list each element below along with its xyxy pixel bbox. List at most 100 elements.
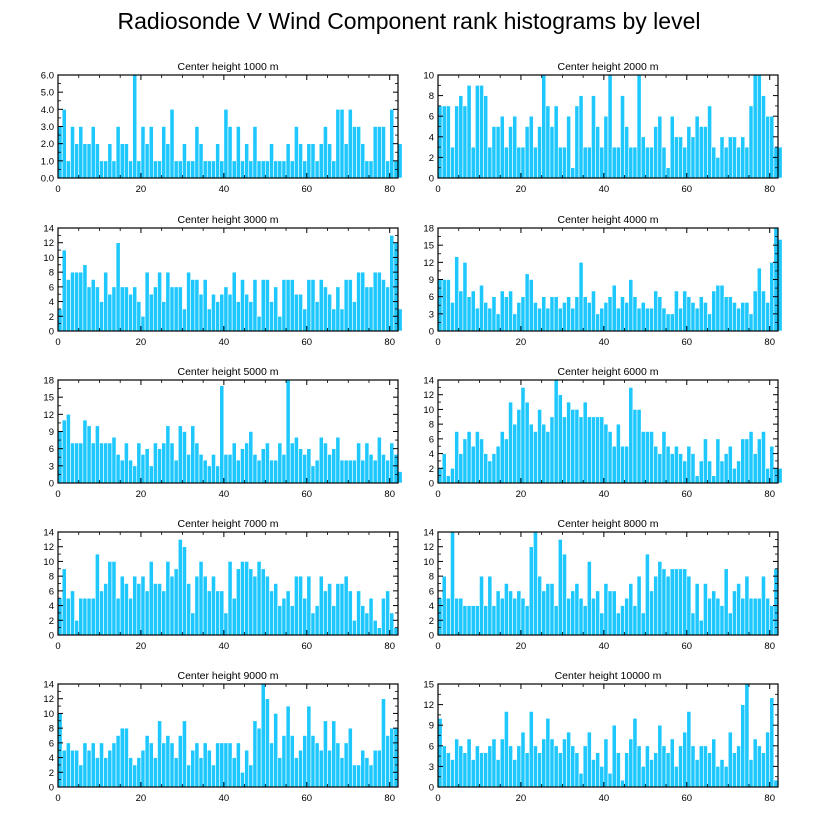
- bar: [169, 742, 175, 788]
- bar: [462, 438, 468, 484]
- bar: [327, 293, 332, 332]
- panel-title: Center height 1000 m: [178, 61, 279, 73]
- panel-10: Center height 10000 m 0 3 6 9 12 15 0 20 40 60 80: [423, 670, 779, 804]
- bar: [107, 749, 113, 788]
- bar: [372, 459, 378, 484]
- bar: [339, 583, 345, 636]
- bar: [364, 612, 370, 636]
- bar: [227, 293, 233, 332]
- bar: [653, 752, 659, 788]
- bar: [698, 745, 704, 788]
- bar: [356, 590, 361, 636]
- bar: [516, 590, 522, 636]
- x-tick-label: 40: [219, 793, 230, 804]
- bar: [533, 431, 538, 484]
- y-tick-label: 9: [429, 721, 434, 732]
- bar: [211, 764, 216, 788]
- bar: [607, 431, 613, 484]
- bar: [466, 296, 472, 332]
- bar: [397, 308, 403, 332]
- bar: [495, 445, 501, 484]
- bar: [636, 74, 642, 179]
- bar: [475, 85, 480, 179]
- bar: [115, 454, 121, 484]
- y-tick-label: 14: [43, 224, 54, 235]
- bar: [458, 745, 464, 788]
- x-tick-label: 0: [55, 793, 60, 804]
- bar: [327, 583, 332, 636]
- bar: [450, 467, 455, 484]
- bar: [736, 745, 741, 788]
- bar: [682, 460, 688, 484]
- bar: [343, 742, 349, 788]
- bar: [570, 745, 576, 788]
- bar: [711, 590, 717, 636]
- x-tick-label: 20: [516, 489, 527, 500]
- y-tick-label: 8: [429, 420, 434, 431]
- bar: [294, 757, 299, 788]
- bar: [520, 146, 526, 179]
- bar: [265, 575, 270, 636]
- bar: [491, 605, 497, 636]
- bar: [327, 143, 332, 179]
- bar: [347, 109, 353, 179]
- bar: [294, 436, 299, 484]
- bar: [240, 561, 245, 636]
- bar: [256, 561, 262, 636]
- bar: [372, 749, 378, 788]
- bar: [620, 605, 625, 636]
- bar: [294, 293, 299, 332]
- bar: [153, 442, 158, 484]
- bar: [727, 612, 733, 636]
- bar: [381, 126, 386, 179]
- bar: [586, 416, 592, 484]
- bar: [707, 105, 712, 179]
- bar: [124, 583, 129, 636]
- bar: [665, 167, 671, 179]
- x-tick-label: 0: [55, 184, 60, 195]
- bar: [385, 160, 391, 179]
- x-tick-label: 80: [384, 641, 395, 652]
- bar: [686, 711, 692, 788]
- x-tick-label: 40: [219, 337, 230, 348]
- x-tick-label: 40: [219, 489, 230, 500]
- bar: [235, 126, 241, 179]
- bar: [711, 475, 717, 484]
- bar: [512, 759, 518, 788]
- bar: [65, 160, 71, 179]
- x-tick-label: 0: [435, 641, 440, 652]
- bar: [499, 115, 505, 179]
- bar: [445, 279, 451, 332]
- bar: [711, 290, 717, 332]
- bar: [103, 442, 109, 484]
- bar: [343, 575, 349, 636]
- y-tick-label: 0: [429, 631, 434, 642]
- bar: [331, 605, 337, 636]
- bar: [302, 454, 308, 484]
- y-tick-label: 14: [43, 528, 54, 539]
- bar: [686, 126, 692, 179]
- bar: [566, 401, 571, 484]
- bar: [161, 301, 167, 332]
- bar: [628, 279, 634, 332]
- bar: [711, 146, 717, 179]
- bar: [248, 764, 254, 788]
- bar: [78, 442, 84, 484]
- bar: [298, 749, 303, 788]
- bar: [640, 431, 646, 484]
- bar: [364, 160, 370, 179]
- bar: [528, 279, 534, 332]
- bar: [347, 590, 353, 636]
- bar: [128, 160, 133, 179]
- bar: [182, 143, 187, 179]
- panel-title: Center height 5000 m: [178, 366, 279, 378]
- panel-4: Center height 4000 m 0 3 6 9 12 15 18 0 20 40 60 80: [423, 214, 783, 348]
- bar: [661, 431, 667, 484]
- x-tick-label: 0: [55, 641, 60, 652]
- bar: [649, 146, 654, 179]
- bar: [727, 445, 733, 484]
- bar: [533, 745, 538, 788]
- bar: [669, 568, 675, 636]
- x-tick-label: 60: [681, 184, 692, 195]
- bar: [586, 561, 592, 636]
